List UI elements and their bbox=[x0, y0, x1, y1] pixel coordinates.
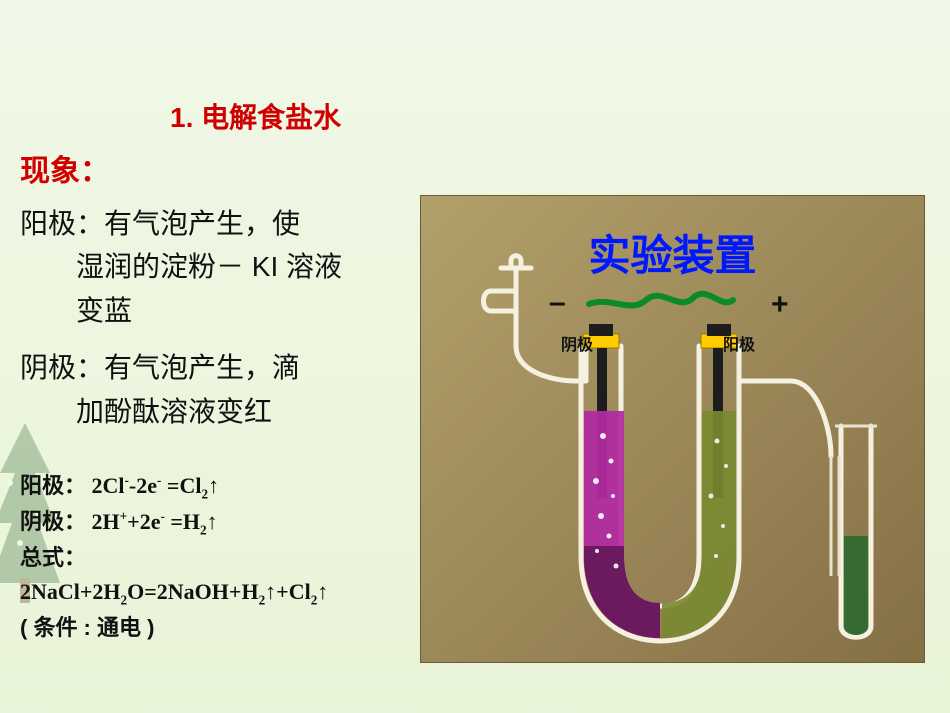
anode-obs-l3: 变蓝 bbox=[76, 289, 420, 332]
cathode-obs-l2: 加酚酞溶液变红 bbox=[76, 390, 420, 433]
cathode-liquid-deep bbox=[584, 546, 660, 638]
cathode-observation: 阴极：有气泡产生，滴 加酚酞溶液变红 bbox=[20, 346, 420, 433]
equation-condition: ( 条件 : 通电 ) bbox=[20, 611, 420, 645]
cathode-obs-l1: 阴极：有气泡产生，滴 bbox=[20, 352, 300, 383]
coil-wire-icon bbox=[589, 294, 733, 306]
cathode-label: 阴极 bbox=[561, 331, 593, 355]
equations-block: 阳极： 2Cl--2e- =Cl2↑ 阴极： 2H++2e- =H2↑ 总式： … bbox=[20, 469, 420, 645]
equation-total: 2NaCl+2H2O=2NaOH+H2↑+Cl2↑ bbox=[20, 575, 420, 611]
equation-total-label: 总式： bbox=[20, 541, 420, 575]
plus-sign: + bbox=[771, 288, 789, 322]
u-tube-inner bbox=[621, 346, 699, 606]
minus-sign: – bbox=[549, 286, 566, 320]
eqn-total-label: 总式： bbox=[20, 545, 86, 570]
right-column: 实验装置 – + 阴极 阳极 bbox=[420, 195, 925, 663]
equation-cathode: 阴极： 2H++2e- =H2↑ bbox=[20, 505, 420, 541]
phenomena-heading: 现象： bbox=[20, 146, 420, 190]
equation-anode: 阳极： 2Cl--2e- =Cl2↑ bbox=[20, 469, 420, 505]
anode-label: 阳极 bbox=[723, 331, 755, 355]
slide-title: 1. 电解食盐水 bbox=[170, 96, 341, 136]
anode-obs-l2: 湿润的淀粉－ KI 溶液 bbox=[76, 245, 420, 288]
apparatus-diagram: 实验装置 – + 阴极 阳极 bbox=[420, 195, 925, 663]
eqn-cathode-label: 阴极： bbox=[20, 509, 86, 534]
delivery-tube bbox=[831, 456, 839, 576]
right-connector bbox=[741, 381, 831, 456]
anode-obs-l1: 阳极：有气泡产生，使 bbox=[20, 208, 300, 239]
anode-observation: 阳极：有气泡产生，使 湿润的淀粉－ KI 溶液 变蓝 bbox=[20, 202, 420, 332]
left-column: 现象： 阳极：有气泡产生，使 湿润的淀粉－ KI 溶液 变蓝 阴极：有气泡产生，… bbox=[20, 90, 420, 693]
eqn-anode-label: 阳极： bbox=[20, 473, 86, 498]
slide: 1. 电解食盐水 现象： 阳极：有气泡产生，使 湿润的淀粉－ KI 溶液 变蓝 … bbox=[0, 0, 950, 713]
test-tube-liquid bbox=[844, 536, 868, 635]
apparatus-title: 实验装置 bbox=[421, 222, 924, 283]
